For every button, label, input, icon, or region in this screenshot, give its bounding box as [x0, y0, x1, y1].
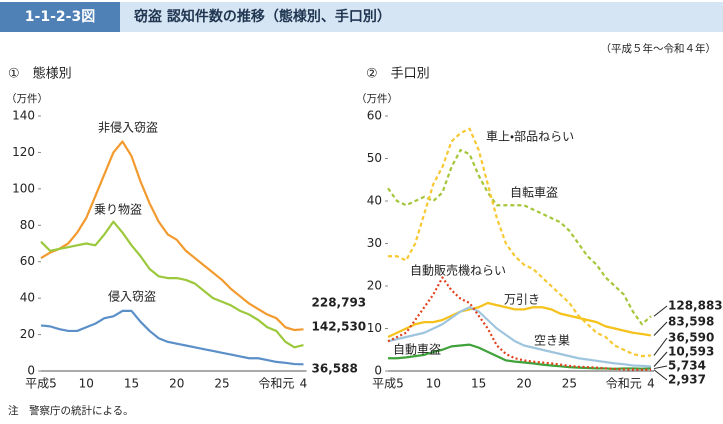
series-label: 自動販売機ねらい — [410, 263, 506, 278]
label-arrow — [653, 351, 668, 367]
value-label: 5,734 — [668, 359, 706, 373]
series-line — [387, 306, 652, 368]
value-label: 36,588 — [312, 362, 358, 376]
series-line — [388, 127, 652, 358]
x-tick-label: 令和元 — [606, 377, 642, 391]
period-note: （平成５年～令和４年） — [601, 42, 717, 55]
y-tick-label: 60 — [20, 254, 35, 268]
x-tick-label: 15 — [124, 377, 139, 391]
label-arrow — [653, 369, 668, 381]
x-tick-label: 15 — [471, 377, 486, 391]
label-arrow — [653, 305, 668, 317]
y-tick-label: 0 — [27, 364, 35, 378]
x-tick-label: 10 — [79, 377, 94, 391]
y-tick-label: 20 — [20, 327, 35, 341]
x-tick-label: 10 — [426, 377, 441, 391]
y-axis-label: （万件） — [356, 93, 398, 105]
y-tick-label: 120 — [12, 145, 35, 159]
y-tick-label: 0 — [374, 364, 382, 378]
label-arrow — [653, 321, 668, 336]
x-tick-label: 4 — [300, 377, 308, 391]
x-tick-label: 25 — [562, 377, 577, 391]
series-line — [40, 309, 304, 366]
series-line — [388, 343, 652, 370]
header-tab — [0, 2, 120, 32]
y-tick-label: 10 — [367, 321, 382, 335]
header-bar — [0, 2, 723, 32]
value-label: 228,793 — [312, 296, 367, 310]
label-arrow — [653, 337, 668, 356]
figure-number: 1-1-2-3図 — [25, 9, 95, 25]
y-tick-label: 80 — [20, 218, 35, 232]
chart-title: ② 手口別 — [366, 67, 430, 82]
x-tick-label: 令和元 — [258, 377, 294, 391]
series-label: 非侵入窃盗 — [98, 120, 158, 135]
y-tick-label: 50 — [367, 151, 382, 165]
x-tick-label: 20 — [516, 377, 531, 391]
series-label: 自動車盗 — [393, 342, 441, 357]
value-label: 83,598 — [668, 315, 714, 329]
x-tick-label: 25 — [214, 377, 229, 391]
series-line — [40, 140, 304, 332]
value-label: 10,593 — [668, 345, 714, 359]
y-tick-label: 30 — [367, 236, 382, 250]
y-tick-label: 100 — [12, 181, 35, 195]
y-tick-label: 20 — [367, 279, 382, 293]
series-line — [387, 301, 652, 338]
figure-title: 窃盗 認知件数の推移（態様別、手口別） — [134, 8, 391, 25]
series-label: 車上・部品ねらい — [486, 130, 574, 144]
y-tick-label: 40 — [367, 194, 382, 208]
series-line — [387, 276, 652, 371]
series-line — [40, 220, 304, 349]
value-label: 128,883 — [668, 299, 723, 313]
value-label: 36,590 — [668, 331, 714, 345]
series-label: 万引き — [504, 293, 540, 307]
value-label: 142,530 — [312, 320, 367, 334]
chart-title: ① 態様別 — [8, 67, 72, 82]
x-tick-label: 平成5 — [25, 377, 57, 391]
value-label: 2,937 — [668, 373, 706, 387]
label-arrow — [653, 365, 668, 370]
y-tick-label: 140 — [12, 109, 35, 123]
x-tick-label: 20 — [169, 377, 184, 391]
series-label: 自転車盗 — [510, 185, 558, 200]
x-tick-label: 平成5 — [372, 377, 404, 391]
series-label: 乗り物盗 — [94, 202, 142, 217]
series-label: 侵入窃盗 — [108, 289, 156, 304]
series-label: 空き巣 — [534, 334, 570, 348]
footnote: 注 警察庁の統計による。 — [8, 404, 134, 417]
x-tick-label: 4 — [647, 377, 655, 391]
y-tick-label: 60 — [367, 109, 382, 123]
y-tick-label: 40 — [20, 291, 35, 305]
series-line — [387, 148, 652, 326]
y-axis-label: （万件） — [6, 93, 48, 105]
